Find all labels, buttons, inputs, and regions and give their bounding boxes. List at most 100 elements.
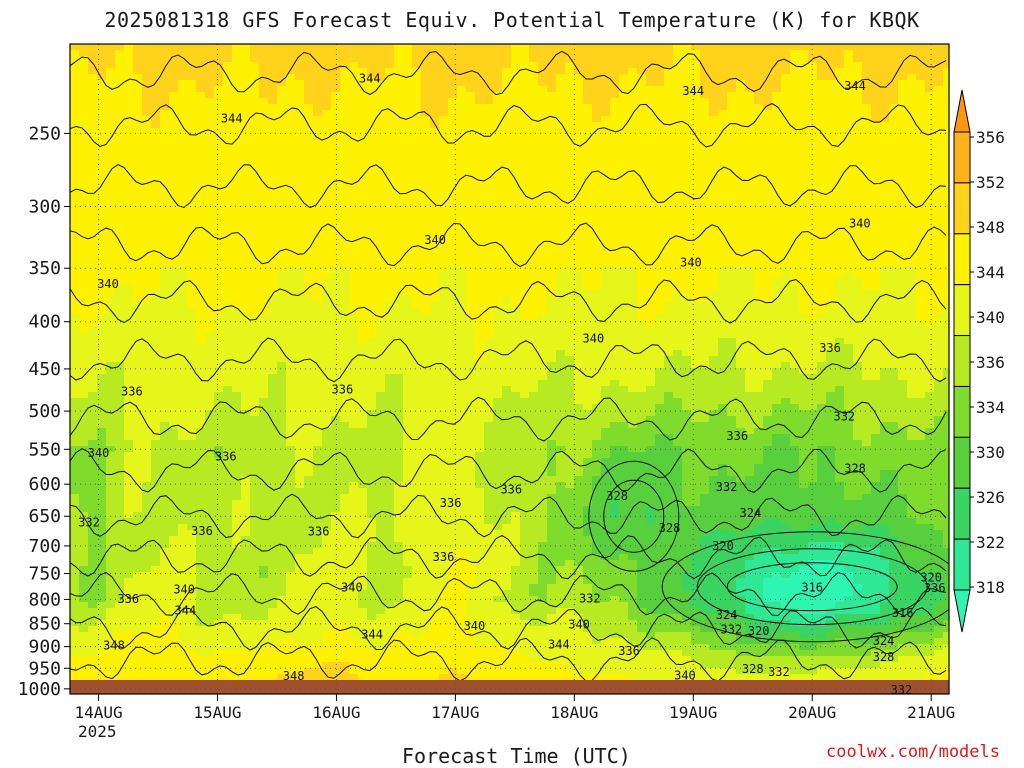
contour-label: 320 [920, 570, 942, 584]
x-tick-label: 18AUG [550, 703, 598, 722]
colorbar-segment [953, 589, 971, 633]
contour-label: 348 [103, 638, 125, 652]
colorbar-segment [953, 233, 971, 286]
contour-label: 336 [332, 383, 354, 397]
x-tick-label: 17AUG [431, 703, 479, 722]
colorbar-segment [953, 385, 971, 438]
y-tick-label: 250 [28, 123, 61, 144]
colorbar-segment [953, 538, 971, 591]
contour-label: 340 [173, 582, 195, 596]
y-tick-label: 800 [28, 589, 61, 610]
contour-label: 336 [440, 496, 462, 510]
y-tick-label: 550 [28, 439, 61, 460]
x-tick-label: 20AUG [788, 703, 836, 722]
colorbar-tick-label: 318 [976, 578, 1005, 597]
contour-label: 344 [221, 112, 243, 126]
colorbar-segment [953, 89, 971, 133]
contour-label: 316 [892, 606, 914, 620]
contour-label: 336 [819, 341, 841, 355]
source-credit-link[interactable]: coolwx.com/models [826, 742, 1000, 762]
contour-label: 336 [618, 644, 640, 658]
dotted-grid [70, 44, 949, 694]
contour-labels: 344 344 344 344 340 340 340 340 340 340 340 340 340 3… [78, 72, 945, 697]
y-tick-label: 400 [28, 312, 61, 333]
x-axis-year-label: 2025 [78, 722, 117, 741]
x-tick-label: 14AUG [74, 703, 122, 722]
contour-label: 340 [341, 581, 363, 595]
y-tick-label: 850 [28, 614, 61, 635]
y-tick-label: 900 [28, 637, 61, 658]
contour-label: 344 [548, 637, 570, 651]
colorbar: 356 352 348 344 340 336 334 330 326 322 318 [953, 89, 1005, 633]
contour-label: 332 [768, 665, 790, 679]
colorbar-tick-label: 326 [976, 488, 1005, 507]
contour-label: 332 [716, 480, 738, 494]
y-tick-label: 700 [28, 536, 61, 557]
y-tick-label: 450 [28, 359, 61, 380]
contour-label: 328 [844, 462, 866, 476]
y-tick-label: 1000 [18, 679, 61, 700]
colorbar-segment [953, 182, 971, 235]
contour-label: 324 [740, 506, 762, 520]
contour-label: 332 [891, 683, 913, 697]
contour-label: 340 [583, 331, 605, 345]
contour-label: 344 [175, 603, 197, 617]
colorbar-segment [953, 335, 971, 387]
contour-label: 336 [726, 429, 748, 443]
contour-label: 336 [308, 524, 330, 538]
contour-label: 344 [359, 72, 381, 86]
colorbar-tick-label: 330 [976, 443, 1005, 462]
contour-label: 332 [720, 622, 742, 636]
contour-label: 340 [97, 277, 119, 291]
contour-label: 324 [716, 608, 738, 622]
contour-label: 344 [682, 84, 704, 98]
contour-label: 340 [849, 216, 871, 230]
y-tick-label: 750 [28, 564, 61, 585]
contour-label: 336 [433, 550, 455, 564]
contour-label: 328 [742, 662, 764, 676]
contour-label: 336 [924, 581, 946, 595]
x-tick-label: 16AUG [312, 703, 360, 722]
y-tick-label: 350 [28, 258, 61, 279]
contour-label: 344 [361, 627, 383, 641]
contour-label: 336 [121, 384, 143, 398]
y-axis: 2503003504004505005506006507007508008509… [18, 123, 70, 700]
colorbar-segment [953, 436, 971, 489]
contour-label: 340 [424, 233, 446, 247]
colorbar-tick-label: 334 [976, 398, 1005, 417]
y-tick-label: 950 [28, 658, 61, 679]
contour-label: 332 [579, 591, 601, 605]
contour-label: 328 [659, 521, 681, 535]
x-tick-label: 19AUG [669, 703, 717, 722]
contour-label: 320 [748, 624, 770, 638]
colorbar-tick-label: 356 [976, 128, 1005, 147]
contour-label: 324 [873, 634, 895, 648]
contour-label: 328 [873, 650, 895, 664]
colorbar-segment [953, 131, 971, 184]
colorbar-tick-label: 348 [976, 218, 1005, 237]
contour-label: 336 [500, 482, 522, 496]
contour-label: 320 [712, 539, 734, 553]
contour-label: 348 [283, 669, 305, 683]
colorbar-segment [953, 284, 971, 337]
x-tick-label: 21AUG [907, 703, 955, 722]
colorbar-tick-label: 352 [976, 173, 1005, 192]
colorbar-tick-label: 336 [976, 353, 1005, 372]
y-tick-label: 500 [28, 401, 61, 422]
y-tick-label: 300 [28, 196, 61, 217]
colorbar-tick-label: 340 [976, 308, 1005, 327]
colorbar-tick-label: 344 [976, 263, 1005, 282]
contour-label: 340 [680, 255, 702, 269]
chart-title: 2025081318 GFS Forecast Equiv. Potential… [104, 8, 920, 32]
contour-label: 340 [88, 446, 110, 460]
contour-label: 332 [78, 515, 100, 529]
contour-label: 340 [464, 619, 486, 633]
contour-label: 336 [191, 524, 213, 538]
theta-e-field [70, 44, 949, 694]
contour-label: 328 [606, 489, 628, 503]
contour-label: 344 [844, 79, 866, 93]
ground-strip [70, 680, 949, 694]
x-axis-title: Forecast Time (UTC) [402, 744, 631, 768]
contour-label: 336 [117, 592, 139, 606]
